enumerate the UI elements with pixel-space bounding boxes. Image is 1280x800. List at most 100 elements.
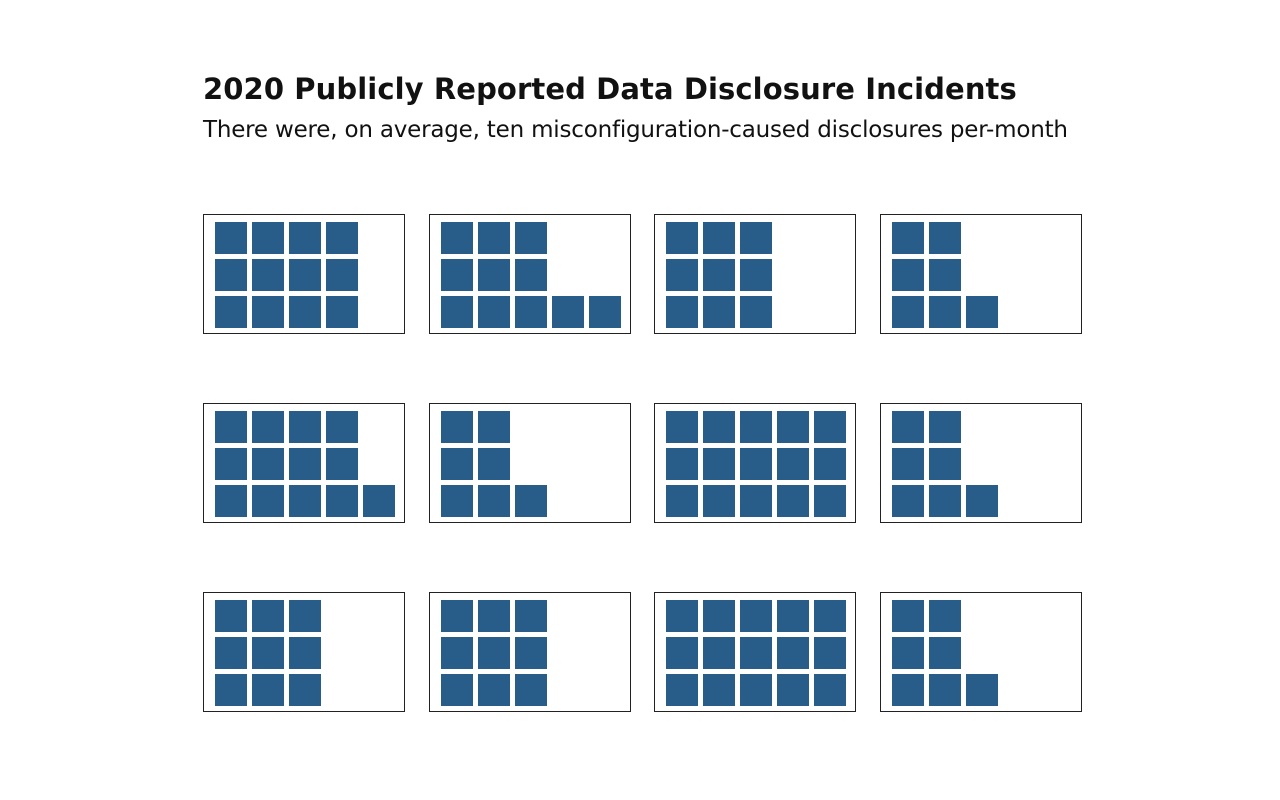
incident-square bbox=[892, 222, 924, 254]
incident-square bbox=[892, 259, 924, 291]
month-panel bbox=[429, 592, 631, 712]
incident-square bbox=[589, 296, 621, 328]
incident-square bbox=[478, 637, 510, 669]
incident-square bbox=[215, 411, 247, 443]
incident-square bbox=[478, 222, 510, 254]
incident-square bbox=[929, 411, 961, 443]
incident-square bbox=[703, 600, 735, 632]
incident-square bbox=[740, 600, 772, 632]
incident-square bbox=[777, 448, 809, 480]
incident-square bbox=[289, 674, 321, 706]
incident-square bbox=[740, 637, 772, 669]
month-panel bbox=[654, 214, 856, 334]
incident-square bbox=[252, 600, 284, 632]
incident-square bbox=[929, 296, 961, 328]
incident-square bbox=[929, 259, 961, 291]
incident-square bbox=[252, 222, 284, 254]
incident-square bbox=[892, 448, 924, 480]
incident-square bbox=[515, 296, 547, 328]
incident-square bbox=[703, 222, 735, 254]
incident-square bbox=[703, 259, 735, 291]
incident-square bbox=[478, 674, 510, 706]
incident-square bbox=[814, 411, 846, 443]
incident-square bbox=[666, 448, 698, 480]
incident-square bbox=[892, 637, 924, 669]
incident-square bbox=[777, 674, 809, 706]
incident-square bbox=[666, 485, 698, 517]
incident-square bbox=[326, 485, 358, 517]
incident-square bbox=[326, 296, 358, 328]
incident-square bbox=[515, 637, 547, 669]
incident-square bbox=[515, 674, 547, 706]
incident-square bbox=[363, 485, 395, 517]
month-panel bbox=[203, 592, 405, 712]
month-panel bbox=[880, 592, 1082, 712]
incident-square bbox=[326, 259, 358, 291]
incident-square bbox=[966, 674, 998, 706]
incident-square bbox=[478, 485, 510, 517]
incident-square bbox=[666, 411, 698, 443]
month-panel bbox=[654, 592, 856, 712]
month-panel bbox=[880, 403, 1082, 523]
incident-square bbox=[215, 296, 247, 328]
incident-square bbox=[252, 637, 284, 669]
incident-square bbox=[215, 259, 247, 291]
incident-square bbox=[252, 259, 284, 291]
incident-square bbox=[666, 674, 698, 706]
incident-square bbox=[515, 485, 547, 517]
incident-square bbox=[892, 674, 924, 706]
incident-square bbox=[929, 222, 961, 254]
chart-subtitle: There were, on average, ten misconfigura… bbox=[203, 117, 1068, 143]
incident-square bbox=[929, 674, 961, 706]
incident-square bbox=[703, 296, 735, 328]
incident-square bbox=[703, 485, 735, 517]
incident-square bbox=[515, 222, 547, 254]
incident-square bbox=[777, 411, 809, 443]
month-panel bbox=[880, 214, 1082, 334]
incident-square bbox=[966, 296, 998, 328]
incident-square bbox=[666, 259, 698, 291]
incident-square bbox=[289, 259, 321, 291]
month-panel bbox=[429, 403, 631, 523]
incident-square bbox=[215, 674, 247, 706]
incident-square bbox=[215, 637, 247, 669]
incident-square bbox=[929, 637, 961, 669]
incident-square bbox=[441, 485, 473, 517]
incident-square bbox=[478, 411, 510, 443]
incident-square bbox=[252, 296, 284, 328]
incident-square bbox=[929, 600, 961, 632]
incident-square bbox=[326, 222, 358, 254]
incident-square bbox=[666, 637, 698, 669]
incident-square bbox=[289, 448, 321, 480]
incident-square bbox=[326, 448, 358, 480]
incident-square bbox=[777, 485, 809, 517]
incident-square bbox=[666, 296, 698, 328]
incident-square bbox=[215, 485, 247, 517]
incident-square bbox=[441, 600, 473, 632]
incident-square bbox=[703, 411, 735, 443]
incident-square bbox=[703, 674, 735, 706]
incident-square bbox=[441, 411, 473, 443]
month-panel bbox=[654, 403, 856, 523]
incident-square bbox=[892, 411, 924, 443]
incident-square bbox=[252, 485, 284, 517]
incident-square bbox=[215, 600, 247, 632]
incident-square bbox=[703, 448, 735, 480]
incident-square bbox=[441, 222, 473, 254]
incident-square bbox=[289, 600, 321, 632]
incident-square bbox=[441, 259, 473, 291]
incident-square bbox=[740, 259, 772, 291]
month-panel bbox=[203, 214, 405, 334]
month-panel bbox=[203, 403, 405, 523]
incident-square bbox=[478, 448, 510, 480]
incident-square bbox=[740, 448, 772, 480]
incident-square bbox=[740, 222, 772, 254]
incident-square bbox=[777, 600, 809, 632]
incident-square bbox=[814, 637, 846, 669]
incident-square bbox=[966, 485, 998, 517]
incident-square bbox=[740, 296, 772, 328]
incident-square bbox=[929, 448, 961, 480]
incident-square bbox=[215, 222, 247, 254]
month-panel bbox=[429, 214, 631, 334]
incident-square bbox=[289, 485, 321, 517]
